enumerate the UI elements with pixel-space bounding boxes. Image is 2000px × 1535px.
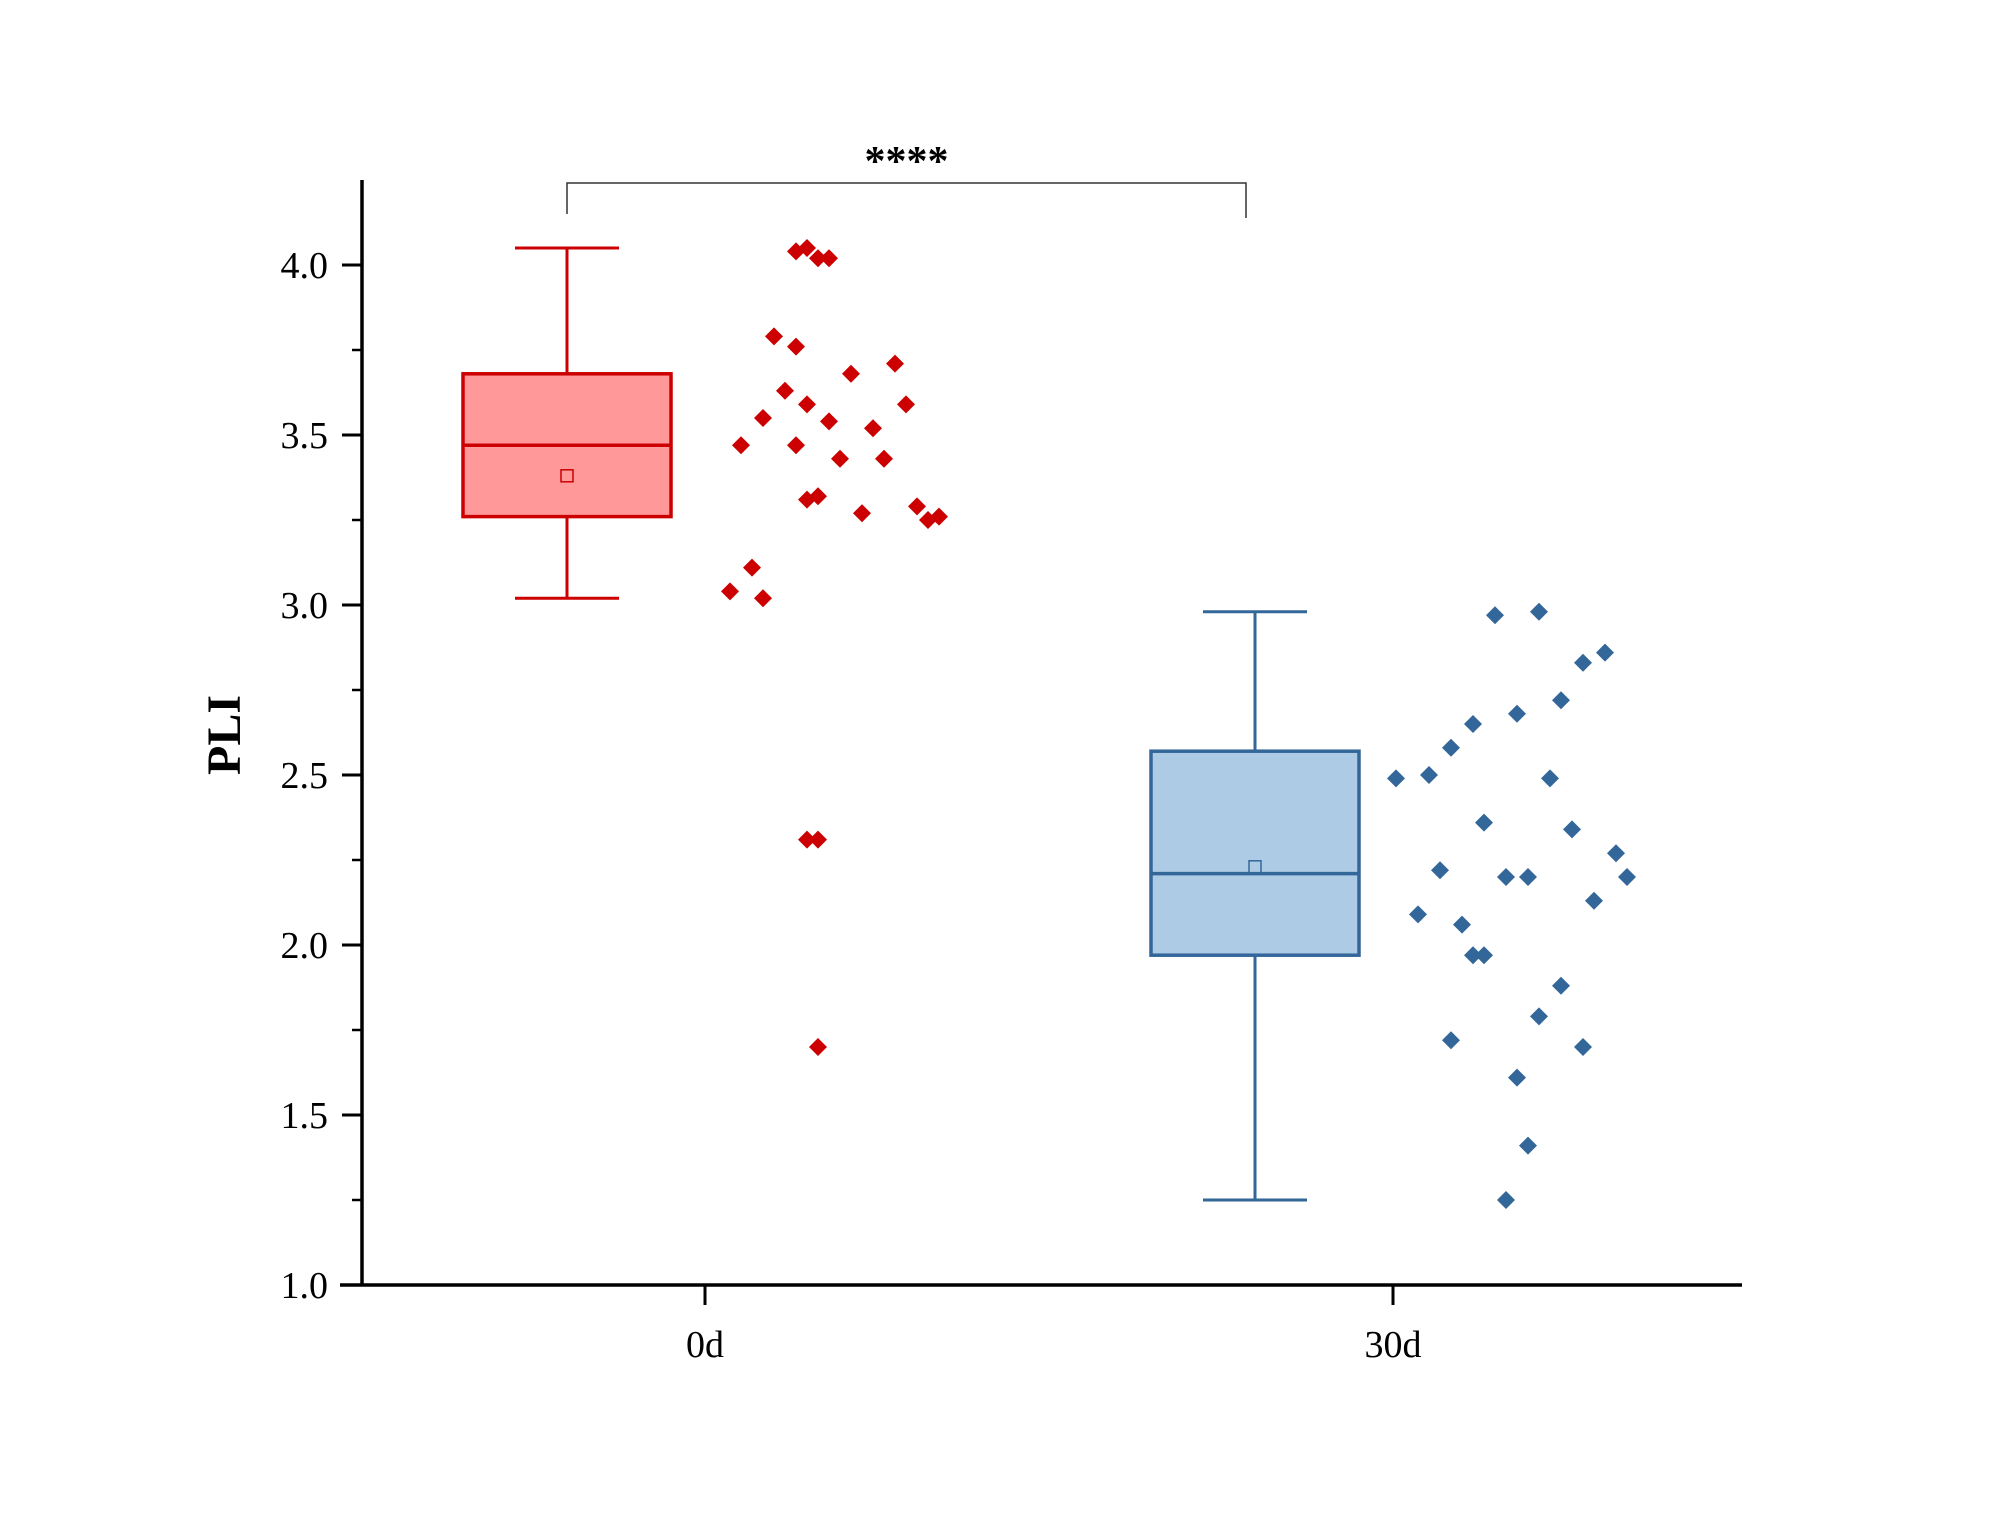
- axes: 1.0 1.5 2.0 2.5 3.0 3.5 4.0 0d 30d: [281, 180, 1742, 1366]
- significance-bracket: ****: [566, 139, 1247, 218]
- data-point: [1475, 813, 1493, 832]
- data-point: [1497, 868, 1515, 886]
- data-point: [1486, 606, 1504, 625]
- y-axis-label: PLI: [198, 695, 251, 775]
- data-point: [798, 239, 816, 257]
- significance-label: ****: [865, 139, 949, 185]
- data-point: [1464, 715, 1482, 733]
- data-point: [1574, 653, 1592, 672]
- y-tick-label: 1.0: [281, 1265, 329, 1307]
- data-point: [1431, 861, 1449, 880]
- data-point: [1552, 691, 1570, 710]
- data-point: [1464, 946, 1482, 965]
- data-point: [1497, 1191, 1515, 1209]
- y-tick-label: 3.5: [281, 415, 329, 457]
- data-point: [1442, 1031, 1460, 1050]
- data-point: [1519, 1136, 1537, 1155]
- data-point: [1541, 769, 1559, 788]
- data-point: [875, 449, 893, 468]
- data-point: [1420, 766, 1438, 784]
- data-point: [1409, 905, 1427, 924]
- data-point: [732, 436, 750, 455]
- data-point: [930, 507, 948, 526]
- data-point: [1508, 1068, 1526, 1087]
- data-point: [820, 412, 838, 431]
- box-series: [461, 246, 1361, 1202]
- data-point: [864, 419, 882, 438]
- data-point: [721, 582, 739, 601]
- data-point: [743, 558, 761, 577]
- data-point: [787, 436, 805, 455]
- data-point: [1508, 704, 1526, 723]
- data-point: [842, 364, 860, 383]
- data-point: [1618, 868, 1636, 886]
- data-point: [897, 395, 915, 414]
- data-point: [809, 830, 827, 849]
- mean-marker: [560, 469, 574, 483]
- data-point: [831, 449, 849, 468]
- data-point: [1387, 769, 1405, 788]
- data-point: [809, 249, 827, 268]
- data-point: [1475, 946, 1493, 965]
- y-tick-label: 2.0: [281, 925, 329, 967]
- data-point: [754, 589, 772, 608]
- data-point: [820, 249, 838, 268]
- y-tick-label: 3.0: [281, 585, 329, 627]
- data-point: [1519, 868, 1537, 886]
- data-point: [765, 327, 783, 346]
- data-point: [1607, 844, 1625, 863]
- significance-line: [566, 182, 1247, 218]
- x-tick-label: 30d: [1365, 1324, 1422, 1366]
- data-point: [908, 497, 926, 516]
- data-point: [1442, 738, 1460, 757]
- data-point: [787, 337, 805, 356]
- x-tick-label: 0d: [686, 1324, 724, 1366]
- data-point: [1530, 602, 1548, 621]
- data-point: [1552, 976, 1570, 995]
- data-point: [1563, 820, 1581, 839]
- data-point: [754, 409, 772, 427]
- data-point: [1453, 915, 1471, 934]
- data-points: [721, 239, 1636, 1209]
- box-iqr: [1149, 749, 1361, 957]
- data-point: [809, 1038, 827, 1056]
- data-point: [1574, 1038, 1592, 1056]
- data-point: [853, 504, 871, 523]
- data-point: [798, 830, 816, 849]
- data-point: [798, 395, 816, 414]
- mean-marker: [1248, 860, 1262, 874]
- data-point: [1585, 891, 1603, 910]
- data-point: [776, 381, 794, 400]
- data-point: [809, 487, 827, 506]
- data-point: [1596, 643, 1614, 662]
- y-tick-label: 4.0: [281, 245, 329, 287]
- y-tick-label: 1.5: [281, 1095, 329, 1137]
- data-point: [1530, 1007, 1548, 1026]
- y-tick-label: 2.5: [281, 755, 329, 797]
- data-point: [886, 354, 904, 373]
